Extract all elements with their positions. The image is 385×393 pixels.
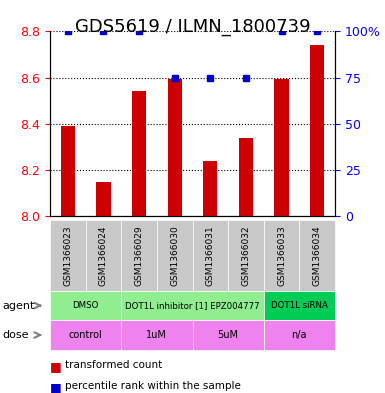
Bar: [203, 161, 218, 216]
Bar: [96, 182, 110, 216]
Bar: [132, 92, 146, 216]
Text: GSM1366030: GSM1366030: [170, 225, 179, 286]
Bar: [275, 79, 289, 216]
Bar: [239, 138, 253, 216]
Bar: [310, 45, 324, 216]
Text: DMSO: DMSO: [72, 301, 99, 310]
Text: GSM1366034: GSM1366034: [313, 225, 321, 286]
Text: control: control: [69, 330, 102, 340]
Text: GSM1366029: GSM1366029: [135, 225, 144, 286]
Text: ■: ■: [50, 360, 62, 373]
Text: n/a: n/a: [291, 330, 307, 340]
Bar: [167, 79, 182, 216]
Text: DOT1L siRNA: DOT1L siRNA: [271, 301, 328, 310]
Text: GSM1366031: GSM1366031: [206, 225, 215, 286]
Text: ■: ■: [50, 381, 62, 393]
Bar: [61, 126, 75, 216]
Text: agent: agent: [2, 301, 34, 310]
Text: GSM1366024: GSM1366024: [99, 225, 108, 286]
Text: transformed count: transformed count: [65, 360, 163, 369]
Text: percentile rank within the sample: percentile rank within the sample: [65, 381, 241, 391]
Text: 5uM: 5uM: [218, 330, 239, 340]
Text: GSM1366033: GSM1366033: [277, 225, 286, 286]
Text: 1uM: 1uM: [146, 330, 167, 340]
Text: GDS5619 / ILMN_1800739: GDS5619 / ILMN_1800739: [75, 18, 310, 36]
Text: GSM1366032: GSM1366032: [241, 225, 250, 286]
Text: DOT1L inhibitor [1] EPZ004777: DOT1L inhibitor [1] EPZ004777: [125, 301, 260, 310]
Text: GSM1366023: GSM1366023: [64, 225, 72, 286]
Text: dose: dose: [2, 330, 28, 340]
